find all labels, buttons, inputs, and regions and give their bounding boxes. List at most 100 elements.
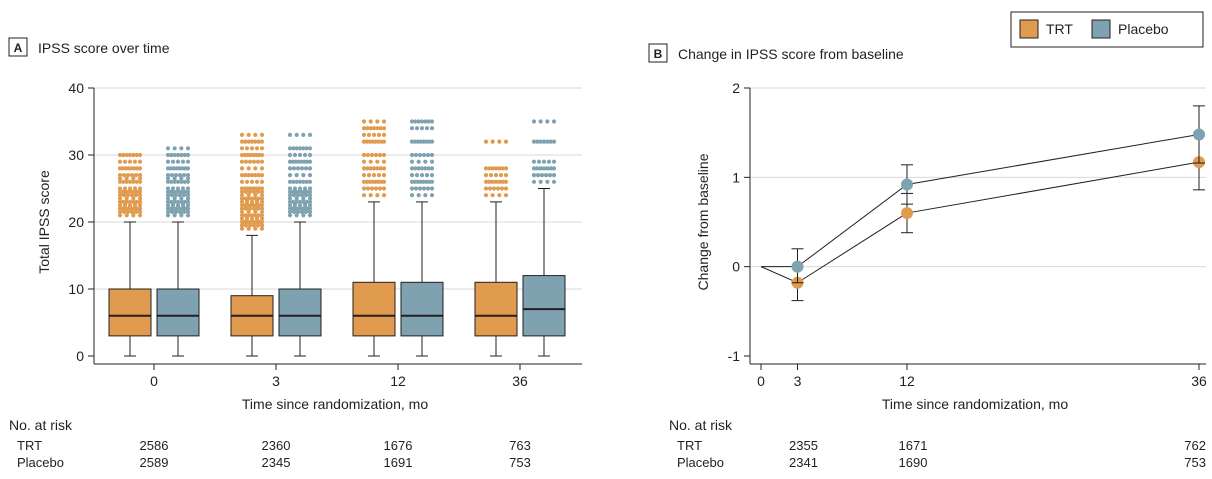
outlier-point-placebo bbox=[185, 152, 191, 158]
outlier-point-placebo bbox=[172, 199, 177, 204]
outlier-point-placebo bbox=[414, 173, 420, 178]
outlier-point-placebo bbox=[301, 199, 306, 204]
outlier-point-trt bbox=[259, 223, 265, 228]
outlier-point-placebo bbox=[429, 173, 435, 178]
outlier-point-placebo bbox=[294, 179, 299, 184]
outlier-point-placebo bbox=[416, 119, 421, 124]
x-tick-label: 3 bbox=[794, 373, 802, 389]
outlier-point-trt bbox=[124, 213, 129, 218]
outlier-point-trt bbox=[133, 193, 139, 198]
outlier-point-placebo bbox=[429, 193, 435, 198]
outlier-point-placebo bbox=[409, 152, 415, 158]
outlier-point-trt bbox=[121, 193, 127, 198]
outlier-point-trt bbox=[361, 119, 367, 124]
outlier-point-trt bbox=[117, 179, 123, 184]
outlier-point-placebo bbox=[307, 199, 313, 204]
outlier-point-trt bbox=[259, 152, 265, 158]
outlier-point-placebo bbox=[287, 173, 293, 178]
outlier-point-trt bbox=[132, 186, 138, 191]
outlier-point-placebo bbox=[304, 179, 309, 184]
outlier-point-placebo bbox=[545, 179, 550, 184]
outlier-point-placebo bbox=[287, 193, 293, 198]
panel-a-x-axis: 0 3 12 36 bbox=[94, 363, 582, 389]
outlier-point-placebo bbox=[541, 139, 547, 144]
outlier-point-trt bbox=[259, 199, 265, 204]
outlier-point-placebo bbox=[294, 213, 299, 218]
outlier-point-placebo bbox=[538, 119, 543, 124]
panel-a-at-risk-heading: No. at risk bbox=[9, 417, 73, 433]
outlier-point-trt bbox=[239, 173, 245, 178]
outlier-point-trt bbox=[365, 126, 370, 131]
outlier-point-trt bbox=[491, 186, 497, 191]
data-point-placebo bbox=[791, 260, 804, 273]
outlier-point-trt bbox=[361, 193, 367, 198]
series-line-placebo bbox=[761, 133, 1200, 268]
outlier-point-trt bbox=[254, 216, 260, 221]
outlier-point-trt bbox=[259, 146, 265, 151]
panel-a-letter-box bbox=[8, 37, 28, 57]
outlier-point-trt bbox=[253, 173, 258, 178]
outlier-point-trt bbox=[381, 179, 387, 184]
outlier-point-placebo bbox=[547, 173, 553, 178]
outlier-point-placebo bbox=[538, 139, 543, 144]
outlier-point-placebo bbox=[291, 166, 297, 171]
outlier-point-trt bbox=[369, 186, 375, 191]
outlier-point-placebo bbox=[179, 146, 184, 151]
outlier-point-trt bbox=[244, 179, 250, 184]
outlier-point-trt bbox=[368, 159, 373, 164]
box-placebo bbox=[400, 281, 444, 337]
outlier-point-trt bbox=[255, 159, 261, 164]
outlier-point-trt bbox=[381, 173, 387, 178]
outlier-point-trt bbox=[121, 209, 127, 215]
outlier-point-placebo bbox=[541, 159, 547, 164]
outlier-point-placebo bbox=[185, 213, 191, 218]
outlier-point-trt bbox=[243, 206, 249, 211]
outlier-point-placebo bbox=[179, 199, 184, 204]
outlier-point-placebo bbox=[423, 119, 428, 124]
outlier-point-placebo bbox=[165, 173, 171, 178]
panel-b-x-axis: 0 3 12 36 bbox=[750, 363, 1207, 389]
outlier-point-placebo bbox=[538, 179, 543, 184]
outlier-point-placebo bbox=[302, 203, 308, 208]
at-risk-value: 762 bbox=[1184, 438, 1206, 453]
outlier-point-placebo bbox=[307, 166, 313, 171]
outlier-point-placebo bbox=[180, 203, 186, 208]
outlier-point-trt bbox=[239, 196, 245, 201]
outlier-point-trt bbox=[483, 173, 489, 178]
legend-label-placebo: Placebo bbox=[1118, 21, 1169, 37]
outlier-point-placebo bbox=[175, 186, 181, 191]
panel-b-y-label: Change from baseline bbox=[695, 153, 711, 290]
panel-a-at-risk-label-placebo: Placebo bbox=[17, 455, 64, 470]
box-placebo bbox=[522, 275, 566, 337]
outlier-point-trt bbox=[243, 196, 248, 201]
outlier-point-trt bbox=[253, 209, 258, 215]
outlier-point-placebo bbox=[165, 213, 171, 218]
outlier-point-trt bbox=[259, 226, 265, 231]
outlier-point-placebo bbox=[419, 126, 425, 131]
outlier-point-trt bbox=[117, 152, 123, 158]
outlier-point-trt bbox=[134, 179, 139, 184]
panel-a-at-risk-values: 2586 2360 1676 763 2589 2345 1691 753 bbox=[140, 438, 531, 470]
outlier-point-trt bbox=[127, 186, 133, 191]
outlier-point-trt bbox=[373, 152, 379, 158]
outlier-point-placebo bbox=[295, 209, 301, 215]
outlier-point-placebo bbox=[303, 209, 309, 215]
outlier-point-trt bbox=[243, 213, 248, 218]
outlier-point-placebo bbox=[179, 179, 184, 184]
outlier-point-placebo bbox=[175, 203, 181, 208]
outlier-point-placebo bbox=[297, 152, 303, 158]
outlier-point-placebo bbox=[165, 199, 171, 204]
outlier-point-trt bbox=[368, 166, 373, 171]
outlier-point-trt bbox=[251, 223, 257, 228]
outlier-point-trt bbox=[375, 193, 380, 198]
outlier-point-trt bbox=[137, 159, 143, 164]
outlier-point-placebo bbox=[181, 173, 187, 178]
outlier-point-trt bbox=[381, 132, 387, 137]
outlier-point-trt bbox=[503, 186, 509, 191]
outlier-point-placebo bbox=[413, 166, 418, 171]
outlier-point-placebo bbox=[307, 173, 313, 178]
outlier-point-placebo bbox=[531, 119, 537, 124]
outlier-point-placebo bbox=[297, 186, 303, 191]
outlier-point-placebo bbox=[307, 132, 313, 137]
